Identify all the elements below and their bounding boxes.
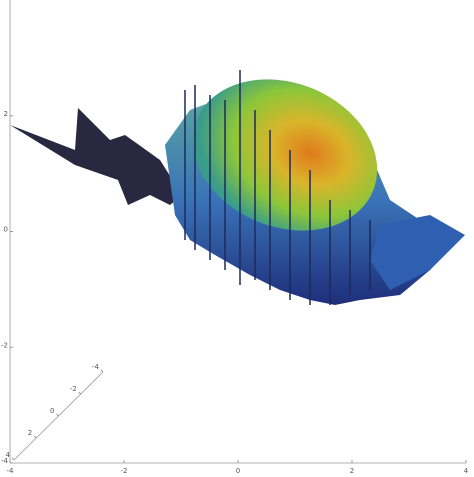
z-tick [78,391,82,395]
surface-top [192,79,378,231]
z-tick-label: 2 [28,429,32,437]
z-tick [56,413,59,417]
y-tick-label: -2 [1,341,8,349]
surface-tail [370,215,465,290]
x-tick-label: -2 [121,467,128,475]
z-tick-label: 4 [6,451,11,459]
x-tick-label: 0 [236,467,240,475]
y-tick-label: -4 [1,457,9,465]
x-tick-label: 2 [350,467,354,475]
y-tick-label: 0 [4,226,8,234]
z-tick-label: -4 [92,363,100,371]
z-tick-label: -2 [70,385,77,393]
x-tick-label: -4 [7,467,15,475]
x-tick-label: 4 [464,467,469,475]
surface-spikes [184,70,371,305]
y-tick-label: 2 [4,110,8,118]
z-tick-label: 0 [50,407,54,415]
z-tick [33,435,37,439]
surface [10,70,465,305]
surface-wing [10,108,182,205]
z-tick [100,369,104,373]
z-tick [11,457,15,461]
